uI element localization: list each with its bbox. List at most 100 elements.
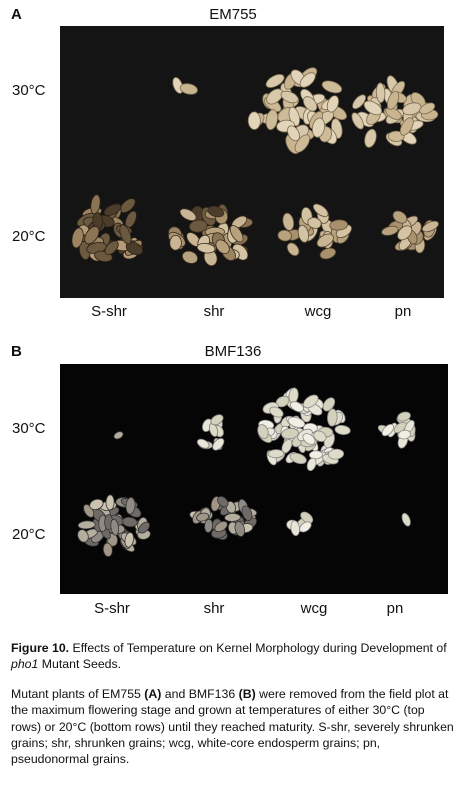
a-30-pn xyxy=(351,75,439,148)
grain xyxy=(204,518,214,533)
grain xyxy=(381,225,399,236)
b-30-wcg xyxy=(257,387,351,472)
grain xyxy=(225,500,237,514)
panel-b-grains xyxy=(77,387,416,557)
panel-b-letter: B xyxy=(11,343,22,360)
grain xyxy=(267,449,285,459)
caption-title-part2: Mutant Seeds. xyxy=(38,657,122,672)
grain xyxy=(241,505,253,521)
grain xyxy=(392,210,408,224)
grain xyxy=(286,242,300,257)
b-30-shr xyxy=(196,414,225,451)
panel-a-title: EM755 xyxy=(209,6,257,23)
grain xyxy=(282,212,295,231)
grain xyxy=(364,128,377,148)
caption-ref-b: (B) xyxy=(238,687,256,701)
panel-a-photo xyxy=(60,26,444,298)
caption-ref-a: (A) xyxy=(144,687,162,701)
panel-a-letter: A xyxy=(11,6,22,23)
grain xyxy=(387,90,400,110)
grain xyxy=(397,411,411,422)
grain xyxy=(421,220,439,233)
grain xyxy=(300,511,314,524)
a-20-pn xyxy=(381,210,439,254)
grain xyxy=(169,235,182,251)
grain xyxy=(124,532,135,548)
panel-a-cat-s-shr: S-shr xyxy=(91,303,127,320)
grain xyxy=(196,512,210,522)
b-30-s-shr xyxy=(113,431,124,440)
b-20-s-shr xyxy=(77,494,151,557)
panel-b-cat-shr: shr xyxy=(203,600,225,617)
grain xyxy=(375,82,386,103)
grain xyxy=(329,219,349,231)
grain xyxy=(89,498,104,510)
grain xyxy=(280,90,299,104)
grain xyxy=(103,203,122,216)
grain xyxy=(381,423,395,437)
grain xyxy=(402,102,422,116)
grain xyxy=(189,219,208,233)
b-30-pn xyxy=(377,411,416,449)
grain xyxy=(303,394,319,409)
grain xyxy=(385,107,402,120)
caption-body-2: and BMF136 xyxy=(161,687,239,701)
grain xyxy=(277,229,292,242)
grain xyxy=(84,226,100,245)
grain xyxy=(105,494,115,511)
grain xyxy=(363,100,383,116)
figure-label: Figure 10. xyxy=(11,641,70,655)
grain xyxy=(399,117,414,136)
grain xyxy=(110,518,120,536)
grain xyxy=(351,112,364,130)
grain xyxy=(316,233,334,248)
grain xyxy=(179,208,197,222)
a-20-shr xyxy=(168,204,253,267)
grain xyxy=(121,516,138,528)
grain xyxy=(181,250,199,264)
grain xyxy=(212,437,225,451)
grain xyxy=(321,80,343,94)
grain xyxy=(319,247,337,260)
grain xyxy=(352,94,367,110)
b-20-shr xyxy=(189,496,258,541)
a-30-shr xyxy=(172,77,198,95)
grain xyxy=(224,513,241,522)
panel-b-temp-30: 30°C xyxy=(12,420,46,437)
grain xyxy=(229,225,244,243)
grain xyxy=(247,111,261,130)
grain xyxy=(287,416,306,428)
panel-a-cat-pn: pn xyxy=(394,303,412,320)
grain xyxy=(299,72,316,88)
grain xyxy=(419,102,436,115)
grain xyxy=(387,130,405,142)
figure-caption-body: Mutant plants of EM755 (A) and BMF136 (B… xyxy=(11,686,456,767)
grain xyxy=(257,424,269,439)
grain xyxy=(125,497,136,515)
grain xyxy=(125,241,143,256)
b-20-pn xyxy=(401,512,411,527)
a-20-s-shr xyxy=(71,194,144,263)
panel-b-title: BMF136 xyxy=(204,343,262,360)
grain xyxy=(266,88,284,105)
panel-b-temp-20: 20°C xyxy=(12,526,46,543)
figure-caption-title: Figure 10. Effects of Temperature on Ker… xyxy=(11,640,456,673)
grain xyxy=(281,428,299,440)
grain xyxy=(210,414,224,426)
caption-title-part1: Effects of Temperature on Kernel Morphol… xyxy=(69,641,447,655)
grain xyxy=(327,408,338,427)
grain xyxy=(265,74,285,88)
grain xyxy=(113,431,124,440)
grain xyxy=(326,95,340,113)
a-30-wcg xyxy=(247,67,347,155)
grain xyxy=(138,521,150,534)
grain xyxy=(302,433,316,445)
panel-a-temp-30: 30°C xyxy=(12,82,46,99)
grain xyxy=(309,450,323,460)
grain xyxy=(397,429,411,440)
panel-b-cat-pn: pn xyxy=(386,600,404,617)
grain xyxy=(77,529,89,543)
grain xyxy=(290,520,300,537)
grain xyxy=(294,134,310,153)
grain xyxy=(104,240,119,256)
